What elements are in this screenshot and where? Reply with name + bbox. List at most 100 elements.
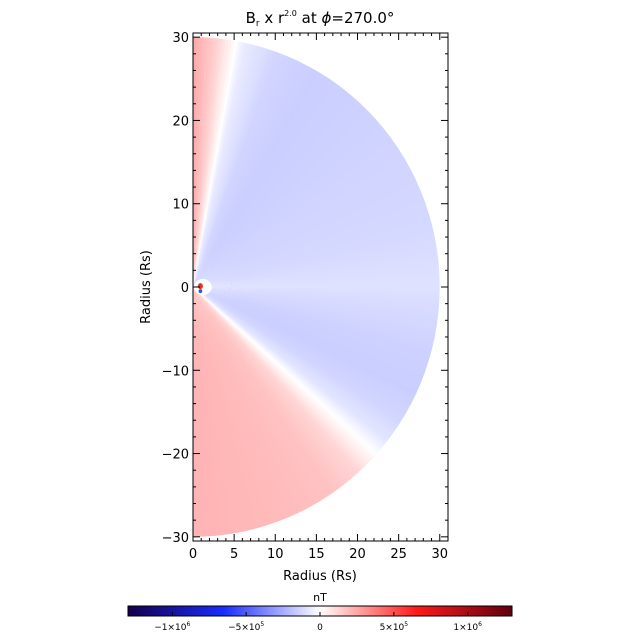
field-wedge [193,287,335,524]
field-wedge [193,287,423,438]
field-wedge [193,287,208,537]
field-wedge [193,287,356,510]
colorbar-label: nT [313,591,327,604]
core-negative-spot [198,289,203,294]
field-wedge [193,287,347,517]
core-halo [193,279,212,295]
field-wedge [193,149,431,287]
field-wedge [193,50,336,288]
field-wedge [193,287,225,537]
field-wedge [193,287,359,508]
y-tick-label: 20 [172,114,189,129]
field-wedge [193,287,432,423]
field-wedge [193,168,440,287]
field-wedge [193,287,201,537]
field-wedge [193,287,232,537]
x-tick-label: 10 [267,547,284,562]
field-wedge [193,287,344,519]
field-wedge [193,261,440,287]
field-wedge [193,155,434,287]
field-wedge [193,287,271,537]
field-wedge [193,287,425,435]
field-wedge [193,236,440,287]
field-wedge [193,128,418,287]
field-wedge [193,287,430,426]
field-wedge [193,215,440,287]
field-wedge [193,137,424,287]
field-wedge [193,287,204,537]
y-tick-label: −10 [162,364,189,379]
field-wedge [193,287,304,537]
x-tick-label: 15 [308,547,325,562]
field-wedge [193,287,417,447]
field-wedge [193,42,321,287]
field-wedge [193,66,359,288]
field-wedge [193,62,354,288]
field-wedge [193,140,425,287]
field-wedge [193,134,422,287]
field-wedge [193,287,402,467]
field-wedge [193,125,416,287]
field-wedge [193,244,440,287]
field-wedge [193,283,440,288]
field-wedge [193,287,229,537]
field-wedge [193,287,310,537]
field-wedge [193,287,297,537]
field-wedge [193,73,368,287]
field-wedge [193,68,362,288]
field-wedge [193,287,332,526]
field-wedge [193,287,215,537]
field-wedge [193,90,386,287]
field-wedge [193,287,398,472]
field-wedge [193,185,440,287]
field-wedge [193,287,362,506]
y-tick-label: 0 [181,281,189,296]
field-wedge [193,80,376,287]
field-wedge [193,103,398,288]
field-wedge [193,287,364,504]
x-tick-label: 20 [349,547,366,562]
field-wedge [193,287,260,537]
field-wedge [193,287,320,533]
field-wedge [193,287,395,475]
field-wedge [193,116,409,287]
field-wedge [193,233,440,287]
field-wedge [193,287,301,537]
field-wedge [193,188,440,287]
field-wedge [193,54,342,287]
field-wedge [193,114,407,287]
x-tick-label: 25 [390,547,407,562]
field-wedge [193,287,393,477]
field-wedge [193,131,420,287]
field-wedge [193,287,281,537]
field-wedge [193,287,323,531]
inner-boundary-feature [193,279,212,295]
field-wedge [193,287,404,464]
field-wedge [193,43,324,287]
field-wedge [193,47,330,287]
field-wedge [193,287,314,536]
field-wedge [193,287,243,537]
colorbar-tick-label: 0 [317,623,323,633]
field-wedge [193,229,440,287]
field-wedge [193,287,375,495]
field-wedge [193,71,365,287]
field-wedge [193,287,411,456]
field-wedge [193,219,440,287]
field-wedge [193,212,440,287]
field-wedge [193,78,373,287]
y-tick-label: 30 [172,31,189,46]
field-wedge [193,287,434,419]
field-wedge [193,247,440,287]
field-wedge [193,287,253,537]
field-wedge [193,202,440,287]
field-wedge [193,143,427,287]
field-wedge [193,287,378,492]
y-axis-label: Radius (Rs) [139,250,154,324]
field-wedge [193,287,370,499]
field-wedge [193,175,440,287]
field-wedge [193,92,389,287]
field-wedge [193,287,427,432]
field-wedge [193,165,439,287]
field-wedge [193,287,326,529]
